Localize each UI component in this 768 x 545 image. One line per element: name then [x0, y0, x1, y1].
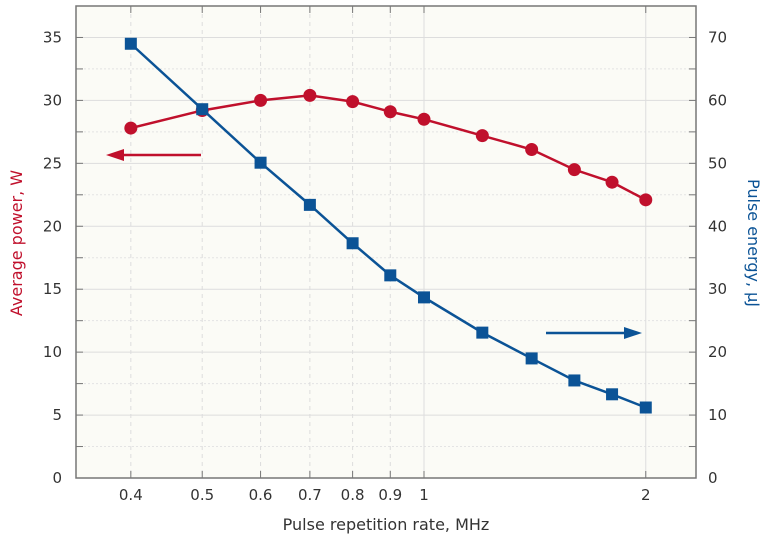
energy-data-point [303, 198, 316, 211]
energy-data-point [568, 374, 581, 387]
y-axis-left-label: Average power, W [7, 170, 26, 316]
power-data-point [525, 142, 539, 156]
x-tick-label: 0.5 [190, 486, 214, 504]
y-right-tick-label: 20 [708, 343, 727, 361]
x-tick-label: 0.8 [341, 486, 365, 504]
arrow-left-head [106, 149, 124, 161]
x-axis-label: Pulse repetition rate, MHz [283, 515, 490, 534]
y-left-tick-label: 10 [43, 343, 62, 361]
y-right-tick-label: 40 [708, 217, 727, 235]
energy-data-point [476, 326, 489, 339]
power-data-point [346, 95, 360, 109]
y-right-tick-label: 70 [708, 28, 727, 46]
power-data-point [567, 163, 581, 177]
x-tick-label: 1 [419, 486, 429, 504]
y-left-tick-label: 5 [52, 406, 62, 424]
x-tick-label: 0.4 [119, 486, 143, 504]
energy-data-point [606, 388, 619, 401]
energy-data-point [124, 37, 137, 50]
y-right-tick-label: 10 [708, 406, 727, 424]
y-right-tick-label: 30 [708, 280, 727, 298]
energy-data-point [525, 352, 538, 365]
power-data-point [383, 105, 397, 119]
x-tick-label: 0.9 [378, 486, 402, 504]
grid [76, 6, 696, 478]
y-right-tick-label: 0 [708, 469, 718, 487]
y-left-tick-label: 30 [43, 91, 62, 109]
y-left-tick-label: 20 [43, 217, 62, 235]
energy-data-point [346, 237, 359, 250]
y-left-tick-label: 35 [43, 28, 62, 46]
energy-data-point [196, 103, 209, 116]
ticks: 0.4 0.5 0.6 0.7 0.8 0.9 1 205101520253035010203… [43, 6, 727, 504]
power-data-point [124, 121, 138, 135]
y-left-tick-label: 15 [43, 280, 62, 298]
y-left-tick-label: 0 [52, 469, 62, 487]
y-left-tick-label: 25 [43, 154, 62, 172]
y-right-tick-label: 50 [708, 154, 727, 172]
energy-data-point [417, 291, 430, 304]
power-data-point [475, 129, 489, 143]
energy-data-point [384, 269, 397, 282]
annotations [106, 149, 642, 339]
arrow-right-head [624, 327, 642, 339]
energy-data-point [639, 401, 652, 414]
x-tick-label: 2 [641, 486, 651, 504]
x-tick-label: 0.6 [249, 486, 273, 504]
plot-area [76, 6, 696, 478]
power-data-point [639, 193, 653, 207]
plot-frame [75, 5, 697, 479]
x-tick-label: 0.7 [298, 486, 322, 504]
power-data-point [417, 112, 431, 126]
series-line-average-power [130, 94, 647, 201]
series-line-pulse-energy [129, 42, 647, 409]
y-axis-right-label: Pulse energy, μJ [744, 179, 763, 307]
power-data-point [254, 93, 268, 107]
power-data-point [303, 88, 317, 102]
y-right-tick-label: 60 [708, 91, 727, 109]
power-data-point [605, 175, 619, 189]
series-layer [124, 37, 653, 414]
energy-data-point [254, 156, 267, 169]
